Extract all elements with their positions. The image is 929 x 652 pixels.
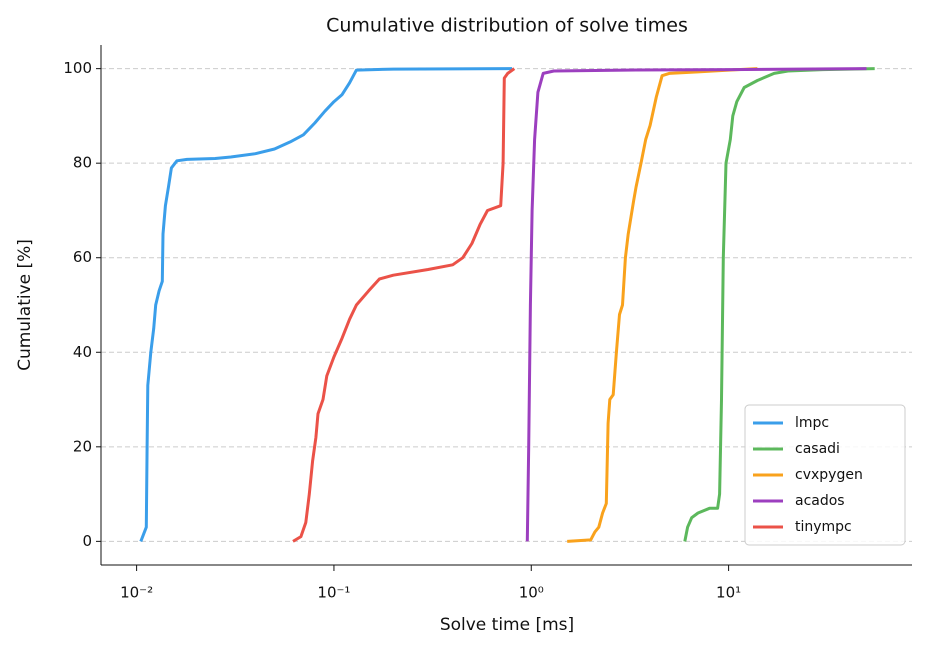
- series-line: [139, 67, 513, 542]
- legend-label: tinympc: [795, 519, 852, 535]
- series-line: [567, 67, 758, 543]
- x-tick-label: 10⁰: [519, 584, 544, 602]
- y-tick-label: 0: [82, 532, 92, 550]
- x-tick-label: 10¹: [716, 584, 741, 602]
- x-axis-label: Solve time [ms]: [440, 615, 574, 635]
- y-tick-label: 100: [63, 59, 92, 77]
- legend-label: lmpc: [795, 415, 829, 431]
- series-line: [525, 67, 867, 542]
- legend-box: [744, 404, 906, 546]
- legend-label: acados: [795, 493, 845, 509]
- chart-title: Cumulative distribution of solve times: [326, 15, 688, 37]
- y-tick-label: 40: [73, 343, 92, 361]
- x-tick-label: 10⁻²: [120, 584, 153, 602]
- series-line: [292, 67, 516, 543]
- legend-label: casadi: [795, 441, 840, 457]
- y-tick-label: 80: [73, 154, 92, 172]
- y-axis-label: Cumulative [%]: [15, 239, 35, 371]
- x-tick-label: 10⁻¹: [317, 584, 350, 602]
- y-tick-label: 20: [73, 437, 92, 455]
- legend-label: cvxpygen: [795, 467, 863, 483]
- y-tick-label: 60: [73, 248, 92, 266]
- series-line: [683, 67, 875, 542]
